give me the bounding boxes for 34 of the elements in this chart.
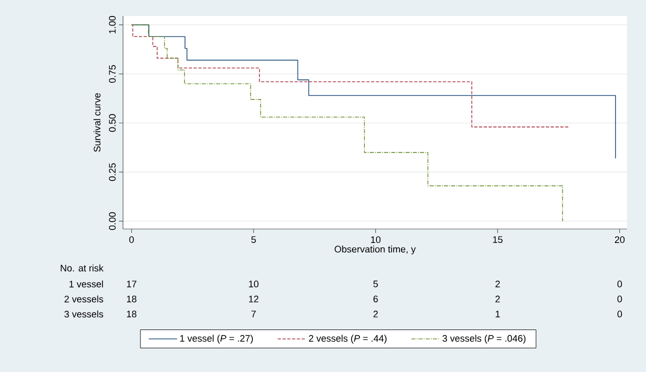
text: 2 bbox=[495, 296, 500, 302]
text: 3 vessels bbox=[64, 310, 104, 318]
text: 0 bbox=[617, 280, 622, 288]
text: 2 vessels bbox=[64, 295, 104, 302]
legend-label: 1 vessel (P = .27) bbox=[180, 334, 253, 344]
text: 10 bbox=[249, 280, 258, 288]
text: 0 bbox=[617, 310, 622, 318]
text: 2 bbox=[495, 280, 500, 288]
legend-label: 2 vessels (P = .44) bbox=[308, 334, 387, 344]
text: 6 bbox=[373, 296, 378, 302]
text: 5 bbox=[373, 280, 378, 288]
text: 18 bbox=[127, 296, 136, 302]
text: 12 bbox=[249, 296, 258, 302]
y-tick-label: 0.00 bbox=[108, 212, 116, 230]
y-tick-label: 0.25 bbox=[108, 163, 116, 181]
x-tick-label: 20 bbox=[614, 236, 625, 244]
x-tick-label: 10 bbox=[371, 236, 381, 244]
x-tick-label: 5 bbox=[251, 236, 256, 243]
text: 2 bbox=[373, 310, 378, 318]
text: No. at risk bbox=[60, 264, 104, 272]
x-tick-label: 15 bbox=[493, 236, 503, 243]
y-tick-label: 0.50 bbox=[108, 114, 116, 132]
y-tick-label: 0.75 bbox=[108, 65, 116, 83]
text: 18 bbox=[127, 310, 136, 318]
text: 0 bbox=[617, 296, 622, 302]
text: 1 bbox=[496, 310, 500, 318]
x-tick-label: 0 bbox=[129, 236, 134, 244]
x-axis-title: Observation time, y bbox=[334, 246, 416, 254]
y-axis-title: Survival curve bbox=[94, 93, 100, 152]
text: 7 bbox=[251, 310, 256, 318]
text: 1 vessel bbox=[70, 280, 103, 288]
text: 17 bbox=[127, 280, 136, 288]
legend-label: 3 vessels (P = .046) bbox=[442, 334, 526, 344]
y-tick-label: 1.00 bbox=[108, 16, 116, 34]
